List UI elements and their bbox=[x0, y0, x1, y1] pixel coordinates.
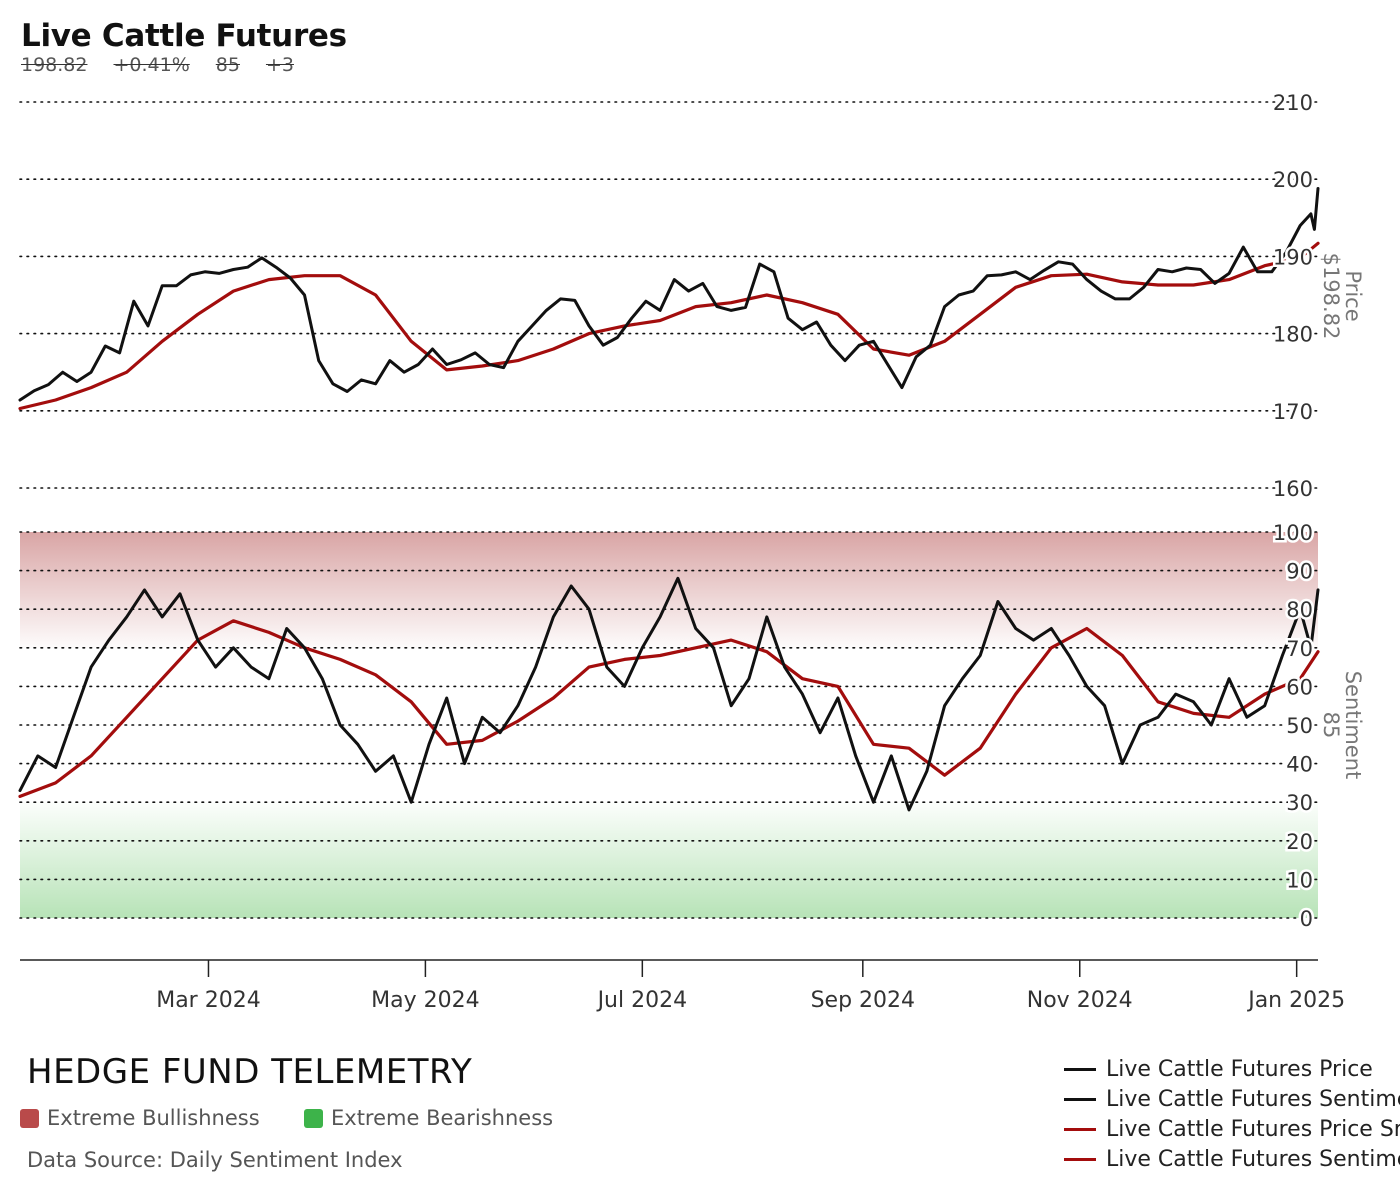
price-axis-label: Price bbox=[1341, 270, 1365, 321]
x-tick-label: Jan 2025 bbox=[1246, 988, 1345, 1013]
price-tick-label: 160 bbox=[1273, 477, 1313, 501]
x-tick-label: Sep 2024 bbox=[811, 988, 915, 1013]
sentiment-tick-label: 70 bbox=[1286, 637, 1313, 661]
legend-line-swatch bbox=[1064, 1067, 1096, 1071]
price-axis-title: Price$198.82 bbox=[1319, 253, 1365, 340]
price-axis-value: $198.82 bbox=[1319, 253, 1343, 340]
legend-line-swatch bbox=[1064, 1127, 1096, 1131]
legend-line-swatch bbox=[1064, 1097, 1096, 1101]
price-tick-label: 200 bbox=[1273, 168, 1313, 192]
sentiment-smoothed-line bbox=[18, 619, 1320, 798]
sentiment-tick-label: 20 bbox=[1286, 830, 1313, 854]
legend-item[interactable]: Live Cattle Futures Price bbox=[1064, 1054, 1400, 1084]
x-tick-label: May 2024 bbox=[371, 988, 479, 1013]
sentiment-tick-label: 90 bbox=[1286, 560, 1313, 584]
price-tick-label: 170 bbox=[1273, 400, 1313, 424]
legend-label: Live Cattle Futures Sentiment bbox=[1106, 1086, 1400, 1112]
zone-legend-bullish: Extreme Bullishness bbox=[20, 1106, 260, 1130]
series-legend: Live Cattle Futures Price Live Cattle Fu… bbox=[1064, 1054, 1400, 1174]
sentiment-tick-label: 0 bbox=[1300, 907, 1313, 931]
brand-name: HEDGE FUND TELEMETRY bbox=[27, 1052, 473, 1092]
zone-label-bullish: Extreme Bullishness bbox=[47, 1106, 260, 1130]
legend-item[interactable]: Live Cattle Futures Sentiment Smoothed bbox=[1064, 1144, 1400, 1174]
header-stats: 198.82 +0.41% 85 +3 bbox=[21, 54, 320, 76]
legend-label: Live Cattle Futures Price bbox=[1106, 1056, 1373, 1082]
stat-change: +0.41% bbox=[113, 54, 190, 76]
extreme-bullish-zone bbox=[20, 532, 1318, 648]
chart-title: Live Cattle Futures bbox=[21, 18, 347, 54]
bearish-swatch bbox=[304, 1108, 323, 1128]
price-tick-label: 190 bbox=[1273, 245, 1313, 269]
sentiment-tick-label: 30 bbox=[1286, 791, 1313, 815]
x-tick-label: Jul 2024 bbox=[596, 988, 688, 1013]
chart-series bbox=[18, 187, 1320, 812]
price-line bbox=[18, 187, 1320, 402]
sentiment-tick-label: 60 bbox=[1286, 675, 1313, 699]
gridlines bbox=[19, 101, 1321, 919]
x-tick-label: Nov 2024 bbox=[1027, 988, 1133, 1013]
sentiment-tick-label: 40 bbox=[1286, 753, 1313, 777]
price-tick-label: 210 bbox=[1273, 91, 1313, 115]
stat-sentiment: 85 bbox=[215, 54, 240, 76]
sentiment-tick-label: 100 bbox=[1273, 521, 1313, 545]
axes: 160 170 180 190 200 210 0 10 20 30 40 50 60 70 80 90 100… bbox=[20, 89, 1365, 1013]
x-tick-label: Mar 2024 bbox=[156, 988, 261, 1013]
sentiment-axis-value: 85 bbox=[1319, 712, 1343, 739]
sentiment-tick-label: 80 bbox=[1286, 598, 1313, 622]
extreme-zones bbox=[20, 532, 1318, 918]
data-source: Data Source: Daily Sentiment Index bbox=[27, 1148, 403, 1172]
extreme-bearish-zone bbox=[20, 802, 1318, 918]
stat-sentiment-change: +3 bbox=[265, 54, 294, 76]
legend-line-swatch bbox=[1064, 1157, 1096, 1161]
chart-canvas: 160 170 180 190 200 210 0 10 20 30 40 50 60 70 80 90 100… bbox=[18, 89, 1365, 1013]
sentiment-tick-label: 50 bbox=[1286, 714, 1313, 738]
price-tick-label: 180 bbox=[1273, 323, 1313, 347]
price-smoothed-line bbox=[18, 241, 1320, 411]
zone-label-bearish: Extreme Bearishness bbox=[331, 1106, 554, 1130]
legend-item[interactable]: Live Cattle Futures Sentiment bbox=[1064, 1084, 1400, 1114]
legend-label: Live Cattle Futures Sentiment Smoothed bbox=[1106, 1146, 1400, 1172]
sentiment-tick-label: 10 bbox=[1286, 868, 1313, 892]
legend-label: Live Cattle Futures Price Smoothed bbox=[1106, 1116, 1400, 1142]
legend-item[interactable]: Live Cattle Futures Price Smoothed bbox=[1064, 1114, 1400, 1144]
zone-legend-bearish: Extreme Bearishness bbox=[304, 1106, 553, 1130]
bullish-swatch bbox=[20, 1108, 39, 1128]
stat-price: 198.82 bbox=[21, 54, 88, 76]
sentiment-axis-label: Sentiment bbox=[1341, 671, 1365, 780]
sentiment-line bbox=[18, 576, 1320, 812]
